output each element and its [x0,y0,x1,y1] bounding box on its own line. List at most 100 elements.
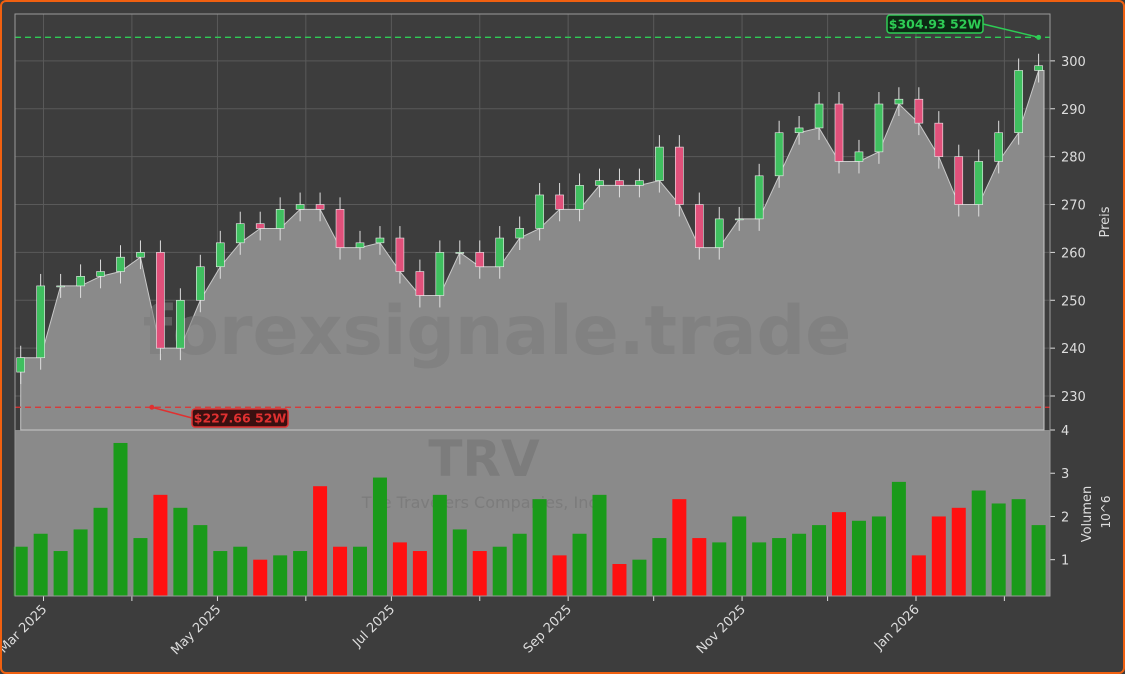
volume-bar [592,494,607,596]
volume-company-watermark: The Travelers Companies, Inc. [361,493,602,512]
candle [595,180,604,186]
volume-bar [632,559,647,596]
candle [854,151,864,162]
volume-bar [772,538,787,596]
volume-bar [153,494,168,596]
annotation-box [886,14,984,34]
volume-bar [113,442,128,596]
volume-bar [971,490,986,596]
candle [275,209,285,229]
volume-bar [173,507,188,596]
candle [774,132,784,177]
volume-bar [53,551,68,596]
volume-bar [93,507,108,596]
date-tick-label: Mar 2025 [2,602,50,656]
candle [874,103,884,153]
candle [215,242,225,268]
volume-bar [233,546,248,596]
annotation-label: $304.93 52W [889,17,982,32]
candle [934,122,944,157]
volume-bar [572,533,587,596]
candle [555,194,564,210]
volume-bar [931,516,946,596]
candle [1034,65,1043,71]
volume-tick-label: 2 [1061,510,1069,525]
volume-bar [871,516,886,596]
volume-bar [412,551,427,596]
volume-bar [492,546,507,596]
candle [16,357,26,373]
volume-bar [752,542,767,596]
volume-bar [193,525,208,596]
date-tick-label: May 2025 [168,602,224,658]
candle [255,223,265,229]
candle [914,98,924,124]
volume-bar [512,533,527,596]
volume-bar [353,546,367,596]
price-tick-label: 300 [1061,55,1086,70]
volume-bar [532,499,547,596]
candle [834,103,844,162]
plot-frame [14,13,1051,597]
volume-bar [1011,499,1026,596]
candle [136,252,145,258]
price-tick-label: 260 [1061,246,1086,261]
volume-bar [392,542,407,596]
volume-bar [692,538,707,596]
volume-tick-label: 4 [1061,424,1069,439]
candle [495,237,505,268]
volume-bar [133,538,148,596]
annotation-label: $227.66 52W [194,411,287,426]
date-tick-label: Sep 2025 [521,602,575,656]
candle [435,252,445,296]
candle [315,204,325,210]
candle [675,146,684,205]
candle [1014,70,1023,134]
volume-bar [712,542,727,596]
volume-bar [273,555,288,596]
candle [335,209,345,248]
volume-bar [73,529,88,596]
candle [475,252,485,268]
volume-bar [891,481,906,596]
price-axis-label: Preis [1098,206,1113,237]
volume-bar [911,555,926,596]
volume-bar [991,503,1006,596]
candle [954,156,964,205]
volume-bar [612,564,627,596]
volume-bar [432,494,447,596]
candle [994,132,1003,162]
annotation-arrow [982,23,1039,39]
candle [235,223,245,244]
candle [36,285,45,359]
annotation-arrowhead [149,404,155,410]
volume-ticker-watermark: TRV [428,430,540,488]
candle [694,204,704,248]
volume-bar [13,546,28,596]
volume-bar [313,486,328,596]
candle [615,180,624,186]
date-tick-label: Nov 2025 [694,602,749,657]
annotation-arrow [151,406,193,419]
volume-bar [812,525,827,596]
volume-bar [452,529,467,596]
candle [794,127,804,134]
candle [515,228,524,239]
volume-bar [951,507,966,596]
volume-bar [333,546,348,596]
candle [196,266,205,301]
candle [295,204,305,210]
price-tick-label: 290 [1061,103,1086,118]
volume-tick-label: 1 [1061,554,1069,569]
volume-bar [672,499,687,596]
candle [395,237,405,272]
candle [116,256,125,272]
candle [176,299,185,349]
price-tick-label: 230 [1061,390,1086,405]
candle [754,175,764,220]
annotation-box [191,408,289,428]
volume-bar [652,538,667,596]
volume-bar [552,555,567,596]
